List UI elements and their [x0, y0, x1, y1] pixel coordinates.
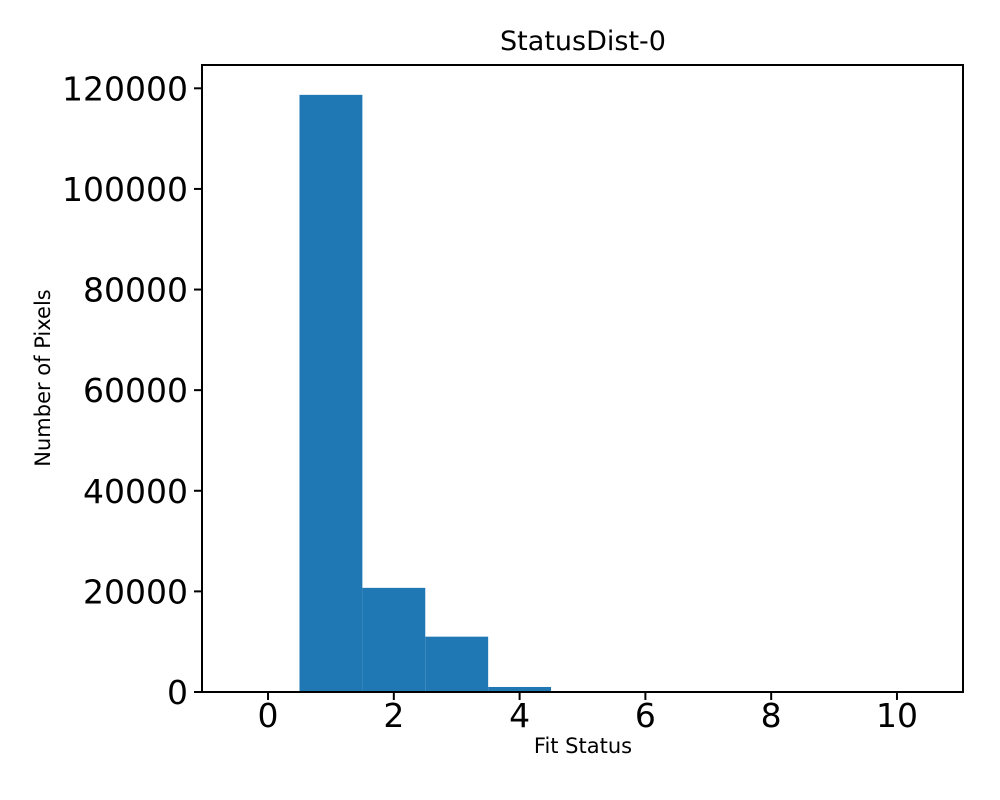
x-axis-label: Fit Status [533, 734, 633, 758]
y-tick-label: 20000 [83, 572, 188, 611]
histogram-bar [362, 587, 426, 692]
x-tick-label: 10 [876, 696, 918, 735]
histogram-bar [299, 94, 363, 693]
y-tick-label: 0 [167, 673, 188, 712]
y-tick-label: 80000 [83, 271, 188, 310]
y-tick-label: 60000 [83, 371, 188, 410]
x-tick-label: 4 [509, 696, 530, 735]
x-tick-label: 2 [383, 696, 404, 735]
x-tick-label: 0 [258, 696, 279, 735]
chart-title: StatusDist-0 [500, 26, 666, 57]
histogram-bar [425, 636, 489, 692]
plot-frame [201, 64, 964, 693]
x-tick-label: 6 [635, 696, 656, 735]
y-tick-label: 100000 [62, 170, 188, 209]
y-tick-label: 40000 [83, 472, 188, 511]
y-axis-label: Number of Pixels [31, 289, 55, 467]
x-tick-label: 8 [761, 696, 782, 735]
y-tick-label: 120000 [62, 69, 188, 108]
histogram-bar [488, 686, 552, 692]
